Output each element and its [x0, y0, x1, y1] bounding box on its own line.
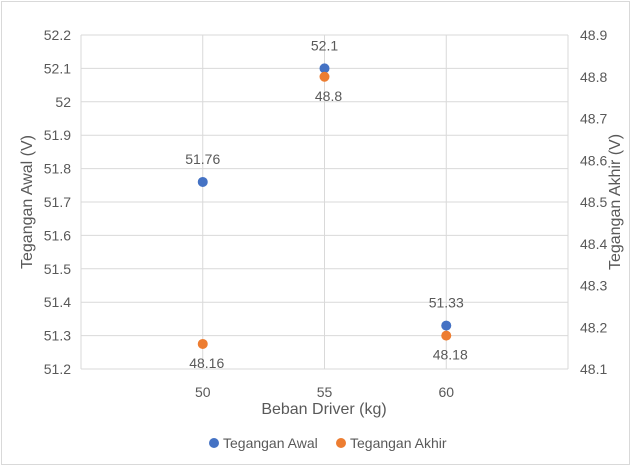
data-point-tegangan-akhir: [441, 330, 452, 341]
data-label-layer: 51.76 52.1 51.33 48.16 48.8 48.18: [185, 37, 468, 371]
data-point-tegangan-awal: [197, 176, 208, 187]
scatter-chart: 51.2 51.3 51.4 51.5 51.6 51.7 51.8 51.9 52 52.1 52…: [19, 27, 624, 451]
data-label-tegangan-akhir: 48.18: [433, 347, 468, 363]
y-tick-label-right: 48.6: [580, 152, 607, 168]
legend-label-tegangan-akhir: Tegangan Akhir: [350, 435, 447, 451]
data-label-tegangan-akhir: 48.16: [189, 355, 224, 371]
legend-marker-tegangan-akhir: [336, 438, 346, 448]
grid-layer: [80, 34, 569, 370]
data-label-tegangan-awal: 52.1: [311, 37, 338, 53]
y-tick-label-left: 51.6: [44, 227, 71, 243]
y-tick-label-left: 51.4: [44, 294, 71, 310]
x-axis-title: Beban Driver (kg): [261, 401, 386, 418]
y-axis-title-right: Tegangan Akhir (V): [607, 134, 624, 270]
y-tick-label-left: 51.3: [44, 328, 71, 344]
y-tick-label-right: 48.9: [580, 27, 607, 43]
y-tick-label-left: 52.1: [44, 60, 71, 76]
y-tick-label-left: 51.8: [44, 161, 71, 177]
y-tick-label-left: 52: [55, 94, 71, 110]
y-tick-label-right: 48.3: [580, 278, 607, 294]
y-tick-label-left: 51.5: [44, 261, 71, 277]
y-tick-label-right: 48.8: [580, 69, 607, 85]
x-tick-label: 50: [195, 384, 211, 400]
y-tick-label-left: 52.2: [44, 27, 71, 43]
x-tick-label: 55: [317, 384, 333, 400]
legend: Tegangan Awal Tegangan Akhir: [209, 435, 447, 451]
data-label-tegangan-awal: 51.33: [429, 295, 464, 311]
data-label-tegangan-awal: 51.76: [185, 151, 220, 167]
data-point-tegangan-awal: [319, 63, 330, 74]
y-tick-label-right: 48.2: [580, 319, 607, 335]
y-tick-label-left: 51.9: [44, 127, 71, 143]
data-label-tegangan-akhir: 48.8: [315, 88, 342, 104]
y-tick-label-right: 48.7: [580, 111, 607, 127]
legend-marker-tegangan-awal: [209, 438, 219, 448]
y-tick-label-right: 48.4: [580, 236, 607, 252]
legend-label-tegangan-awal: Tegangan Awal: [223, 435, 318, 451]
y-tick-label-left: 51.2: [44, 361, 71, 377]
data-point-tegangan-akhir: [319, 71, 330, 82]
tick-label-layer: 51.2 51.3 51.4 51.5 51.6 51.7 51.8 51.9 52 52.1 52…: [44, 27, 608, 400]
data-point-tegangan-akhir: [197, 338, 208, 349]
y-tick-label-right: 48.5: [580, 194, 607, 210]
data-point-layer: [197, 63, 452, 349]
y-tick-label-right: 48.1: [580, 361, 607, 377]
chart-frame: 51.2 51.3 51.4 51.5 51.6 51.7 51.8 51.9 52 52.1 52…: [1, 1, 630, 465]
y-tick-label-left: 51.7: [44, 194, 71, 210]
data-point-tegangan-awal: [441, 320, 452, 331]
y-axis-title-left: Tegangan Awal (V): [19, 135, 36, 269]
x-tick-label: 60: [438, 384, 454, 400]
